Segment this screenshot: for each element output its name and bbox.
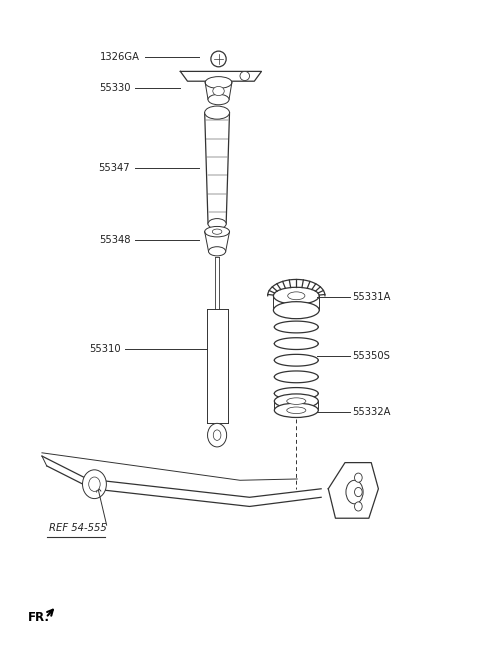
Polygon shape [215, 256, 219, 309]
Polygon shape [205, 83, 232, 99]
Ellipse shape [346, 480, 363, 504]
Text: 55332A: 55332A [352, 407, 391, 417]
Ellipse shape [287, 398, 306, 405]
Ellipse shape [213, 87, 224, 96]
Ellipse shape [83, 470, 107, 499]
Polygon shape [328, 463, 378, 518]
Ellipse shape [204, 106, 229, 119]
Ellipse shape [208, 247, 226, 256]
Text: 1326GA: 1326GA [100, 52, 140, 62]
Text: 55331A: 55331A [352, 292, 391, 302]
Ellipse shape [204, 227, 229, 237]
Polygon shape [180, 72, 262, 81]
Ellipse shape [213, 430, 221, 440]
Ellipse shape [274, 302, 319, 319]
Ellipse shape [355, 487, 362, 497]
Ellipse shape [208, 219, 226, 229]
Text: FR.: FR. [28, 611, 49, 624]
Ellipse shape [212, 229, 222, 235]
Text: 55347: 55347 [98, 163, 130, 173]
Polygon shape [275, 401, 318, 410]
Ellipse shape [287, 407, 306, 413]
Text: REF 54-555: REF 54-555 [49, 523, 107, 533]
Polygon shape [204, 112, 229, 224]
Polygon shape [206, 309, 228, 423]
Ellipse shape [288, 292, 305, 300]
Ellipse shape [207, 423, 227, 447]
Ellipse shape [275, 403, 318, 417]
Ellipse shape [274, 287, 319, 304]
Ellipse shape [205, 77, 232, 89]
Text: 55330: 55330 [99, 83, 130, 93]
Ellipse shape [211, 51, 226, 67]
Polygon shape [274, 296, 319, 310]
Polygon shape [204, 232, 229, 251]
Ellipse shape [89, 477, 100, 491]
Ellipse shape [240, 72, 250, 81]
Ellipse shape [275, 394, 318, 408]
Text: 55310: 55310 [89, 344, 120, 354]
Text: 55350S: 55350S [352, 351, 390, 361]
Ellipse shape [208, 95, 229, 104]
Text: 55348: 55348 [99, 235, 130, 245]
Ellipse shape [355, 502, 362, 511]
Ellipse shape [355, 473, 362, 482]
